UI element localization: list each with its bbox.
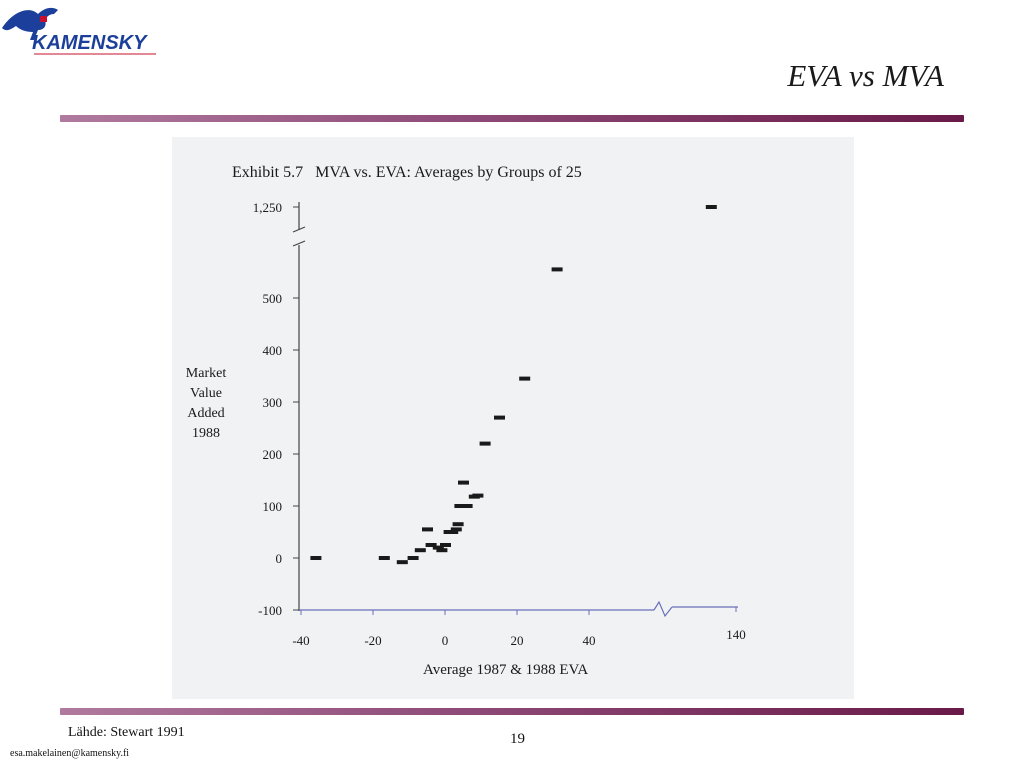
x-tick-label: 140 [726, 627, 746, 642]
mva-eva-scatter-chart: Exhibit 5.7 MVA vs. EVA: Averages by Gro… [186, 164, 746, 678]
x-tick-label: 20 [511, 633, 524, 648]
y-axis-label-line: Market [186, 366, 227, 381]
data-point [479, 441, 491, 446]
y-tick-label: 200 [263, 447, 283, 462]
y-axis-label-block: Market Value Added 1988 [186, 366, 227, 441]
y-tick-label: 100 [263, 499, 283, 514]
data-point [414, 548, 426, 553]
data-point [452, 522, 464, 527]
top-divider [60, 115, 964, 122]
data-point [450, 527, 462, 532]
kangaroo-icon [2, 7, 58, 40]
data-point [432, 545, 444, 550]
x-tick-label: -20 [364, 633, 381, 648]
y-tick-label: 400 [263, 343, 283, 358]
data-point [436, 548, 448, 553]
chart-title: Exhibit 5.7 MVA vs. EVA: Averages by Gro… [232, 164, 582, 181]
data-point [447, 530, 459, 534]
data-point [407, 556, 419, 560]
axes: 1,250 500 400 300 200 100 0 -100 -40 -20 0 20 40 140 [253, 200, 746, 648]
logo-wordmark: KAMENSKY [32, 32, 148, 54]
y-axis-break [292, 226, 306, 247]
x-tick-label: 40 [583, 633, 596, 648]
data-point [422, 527, 433, 532]
slide-title: EVA vs MVA [787, 58, 944, 93]
data-point [378, 556, 390, 560]
x-axis-break [653, 600, 673, 618]
logo-red-mark [40, 16, 47, 22]
bottom-divider [60, 708, 964, 715]
data-point [494, 415, 505, 420]
y-tick-label: 300 [263, 395, 283, 410]
y-tick-label: 1,250 [253, 200, 282, 215]
data-point [519, 376, 531, 381]
contact-email: esa.makelainen@kamensky.fi [10, 748, 130, 759]
x-axis-label: Average 1987 & 1988 EVA [423, 662, 588, 678]
data-point [705, 205, 717, 209]
source-note: Lähde: Stewart 1991 [68, 725, 185, 740]
exhibit-scan: Exhibit 5.7 MVA vs. EVA: Averages by Gro… [172, 137, 854, 699]
y-axis-label-line: Added [187, 406, 224, 421]
y-tick-label: 0 [276, 551, 283, 566]
data-point [310, 556, 322, 560]
data-point [472, 493, 484, 498]
data-marks [310, 205, 717, 565]
y-tick-label: -100 [258, 603, 282, 618]
data-point [461, 504, 473, 508]
data-point [440, 543, 451, 547]
x-tick-label: 0 [442, 633, 449, 648]
y-axis-label-line: 1988 [192, 426, 220, 441]
data-point [458, 480, 469, 485]
x-axis-line [299, 606, 738, 611]
x-tick-label: -40 [292, 633, 309, 648]
page-number: 19 [510, 731, 525, 747]
y-axis-label-line: Value [190, 386, 222, 401]
y-tick-label: 500 [263, 291, 283, 306]
data-point [396, 560, 408, 565]
kamensky-logo: KAMENSKY [2, 7, 156, 55]
data-point [551, 267, 563, 272]
data-point [425, 543, 437, 547]
